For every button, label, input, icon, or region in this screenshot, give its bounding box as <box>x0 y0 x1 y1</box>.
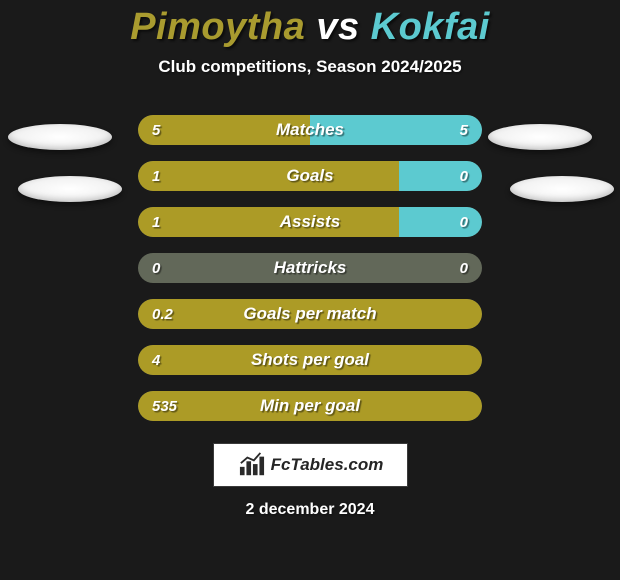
metric-row: Hattricks0 0 <box>0 253 620 283</box>
metric-bar-track: Matches55 <box>138 115 482 145</box>
metric-bar-track: Min per goal535 <box>138 391 482 421</box>
metric-bar-right <box>399 161 482 191</box>
metric-value-right: 0 <box>460 253 468 283</box>
metric-row: Goals10 <box>0 161 620 191</box>
metric-row: Min per goal535 <box>0 391 620 421</box>
subtitle: Club competitions, Season 2024/2025 <box>158 57 461 77</box>
metric-bar-track: Goals10 <box>138 161 482 191</box>
barchart-icon <box>237 452 267 478</box>
title-player2: Kokfai <box>371 6 490 48</box>
logo-text: FcTables.com <box>271 455 384 475</box>
metric-bar-left <box>138 207 399 237</box>
metric-row: Assists10 <box>0 207 620 237</box>
metric-label: Hattricks <box>138 253 482 283</box>
metric-bar-left <box>138 299 482 329</box>
logo-box: FcTables.com <box>213 443 408 487</box>
metric-bar-left <box>138 115 310 145</box>
metric-bar-left <box>138 161 399 191</box>
metric-bar-track: Hattricks0 0 <box>138 253 482 283</box>
metric-bar-left <box>138 345 482 375</box>
metric-bar-track: Assists10 <box>138 207 482 237</box>
metric-row: Shots per goal4 <box>0 345 620 375</box>
content: Pimoytha vs Kokfai Club competitions, Se… <box>0 0 620 580</box>
metrics-list: Matches55 Goals10 Assists10 Hattricks0 0 Goal… <box>0 115 620 421</box>
title-player1: Pimoytha <box>130 6 305 48</box>
metric-bar-right <box>399 207 482 237</box>
metric-bar-left <box>138 391 482 421</box>
title-vs: vs <box>316 6 359 48</box>
metric-bar-track: Shots per goal4 <box>138 345 482 375</box>
metric-bar-right <box>310 115 482 145</box>
metric-row: Matches55 <box>0 115 620 145</box>
date: 2 december 2024 <box>246 501 375 519</box>
page-title: Pimoytha vs Kokfai <box>130 6 490 49</box>
metric-row: Goals per match0.2 <box>0 299 620 329</box>
metric-value-left: 0 <box>152 253 160 283</box>
metric-bar-track: Goals per match0.2 <box>138 299 482 329</box>
